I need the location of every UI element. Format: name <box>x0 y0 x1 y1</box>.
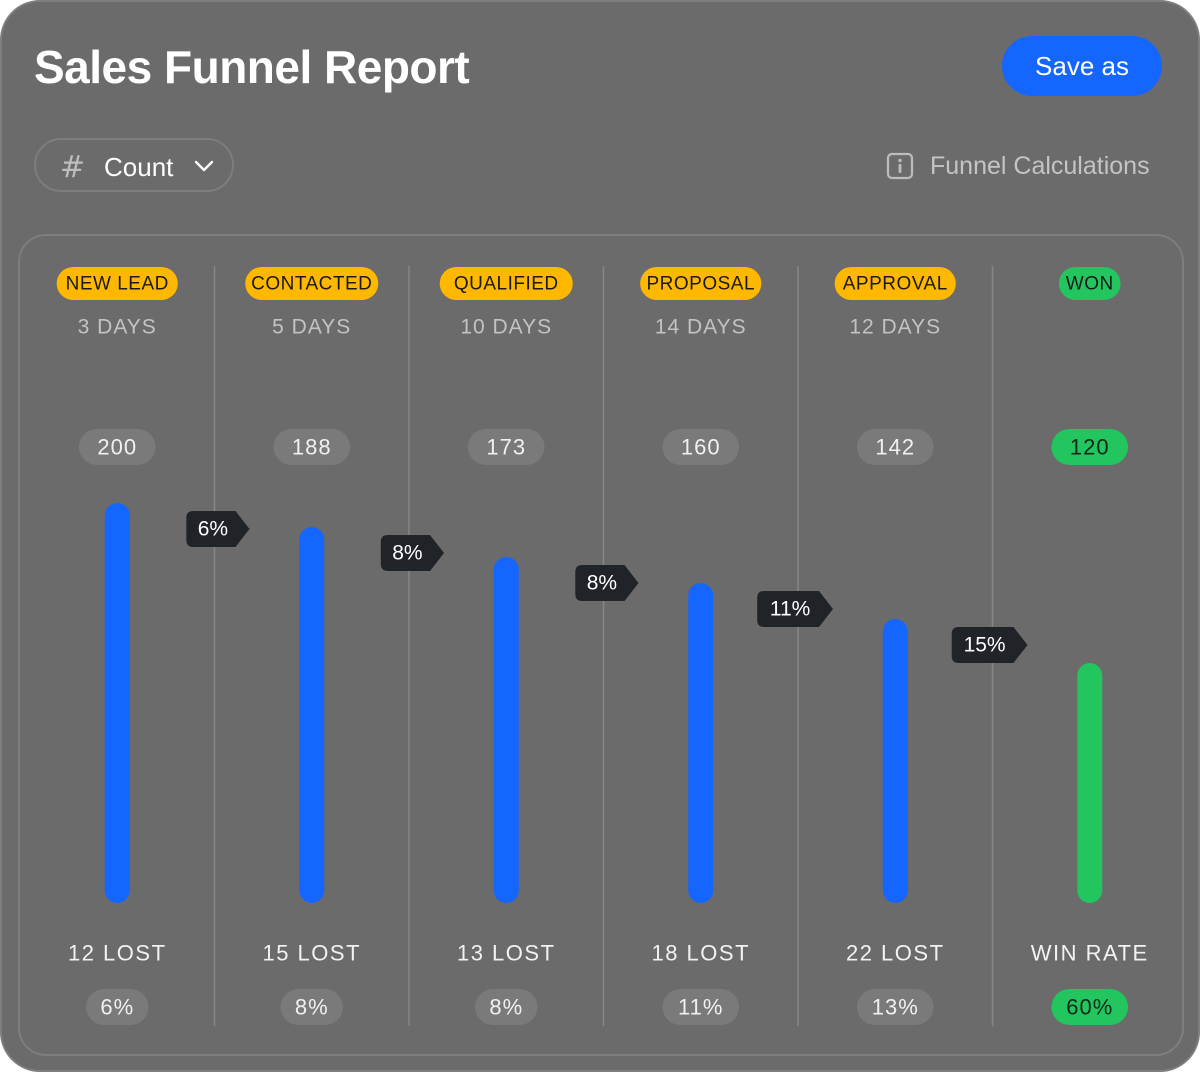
metric-dropdown[interactable]: # Count <box>34 138 234 192</box>
stage-value-pill <box>78 429 156 465</box>
stage-badge-label: CONTACTED <box>251 274 372 295</box>
stage-percent-pill <box>662 989 740 1025</box>
stage-bottom-label: 22 LOST <box>846 941 945 966</box>
conversion-drop-tag <box>757 591 833 627</box>
stage-percent: 11% <box>678 995 723 1020</box>
stage-percent: 60% <box>1066 995 1113 1020</box>
stage-value-pill <box>1051 429 1129 465</box>
conversion-drop-label: 6% <box>198 518 228 541</box>
metric-dropdown-label: Count <box>104 152 174 182</box>
funnel-bar <box>104 503 130 903</box>
stage-duration: 3 DAYS <box>78 316 157 339</box>
stage-badge <box>56 267 178 300</box>
stage-percent: 8% <box>489 995 523 1020</box>
stage-value-pill <box>467 429 545 465</box>
stage-duration: 5 DAYS <box>272 316 351 339</box>
stage-bottom-label: 15 LOST <box>262 941 361 966</box>
hash-icon: # <box>60 150 86 185</box>
save-as-button[interactable]: Save as <box>1002 36 1162 96</box>
stage-duration: 10 DAYS <box>460 316 552 339</box>
stage-percent-pill <box>856 989 934 1025</box>
chevron-down-icon <box>194 160 214 172</box>
stage-percent-pill <box>86 989 149 1025</box>
funnel-bar <box>1077 663 1103 903</box>
conversion-drop-tag <box>186 511 250 547</box>
page-title: Sales Funnel Report <box>34 41 470 93</box>
conversion-drop-label: 15% <box>964 634 1006 657</box>
stage-value: 173 <box>486 435 526 460</box>
stage-badge <box>439 267 573 300</box>
stage-percent-pill <box>1051 989 1129 1025</box>
stage-bottom-label: WIN RATE <box>1031 941 1149 966</box>
funnel-calculations-label: Funnel Calculations <box>930 152 1150 180</box>
stage-percent: 13% <box>872 995 919 1020</box>
conversion-drop-label: 8% <box>392 542 422 565</box>
conversion-drop-tag <box>575 565 639 601</box>
stage-duration: 12 DAYS <box>849 316 941 339</box>
stage-badge <box>834 267 956 300</box>
conversion-drop-tag <box>380 535 444 571</box>
stage-value: 142 <box>875 435 915 460</box>
funnel-chart-panel: NEW LEAD 3 DAYS 200 12 LOST 6% CONTACTED 5 DAY… <box>18 234 1184 1056</box>
conversion-drop-label: 11% <box>770 598 810 621</box>
stage-badge <box>640 267 762 300</box>
stage-percent: 6% <box>100 995 134 1020</box>
stage-badge-label: NEW LEAD <box>66 274 169 295</box>
stage-bottom-label: 18 LOST <box>651 941 750 966</box>
info-icon <box>886 152 914 180</box>
stage-percent-pill <box>280 989 343 1025</box>
stage-badge-label: PROPOSAL <box>646 274 755 295</box>
stage-value-pill <box>662 429 740 465</box>
stage-percent-pill <box>475 989 538 1025</box>
funnel-chart: NEW LEAD 3 DAYS 200 12 LOST 6% CONTACTED 5 DAY… <box>56 266 1149 1026</box>
stage-badge <box>245 267 379 300</box>
funnel-bar <box>493 557 519 903</box>
stage-value: 188 <box>292 435 332 460</box>
stage-percent: 8% <box>295 995 329 1020</box>
stage-bottom-label: 13 LOST <box>457 941 556 966</box>
stage-badge-label: WON <box>1066 274 1114 295</box>
stage-value-pill <box>856 429 934 465</box>
conversion-drop-label: 8% <box>587 572 617 595</box>
stage-value-pill <box>273 429 351 465</box>
stage-bottom-label: 12 LOST <box>68 941 167 966</box>
funnel-bar <box>688 583 714 903</box>
stage-badge <box>1058 267 1121 300</box>
funnel-bar <box>882 619 908 903</box>
stage-value: 160 <box>681 435 721 460</box>
stage-duration: 14 DAYS <box>655 316 747 339</box>
stage-value: 120 <box>1070 435 1110 460</box>
conversion-drop-tag <box>951 627 1028 663</box>
stage-badge-label: QUALIFIED <box>454 274 559 295</box>
stage-badge-label: APPROVAL <box>843 274 948 295</box>
funnel-bar <box>299 527 325 903</box>
stage-value: 200 <box>97 435 137 460</box>
